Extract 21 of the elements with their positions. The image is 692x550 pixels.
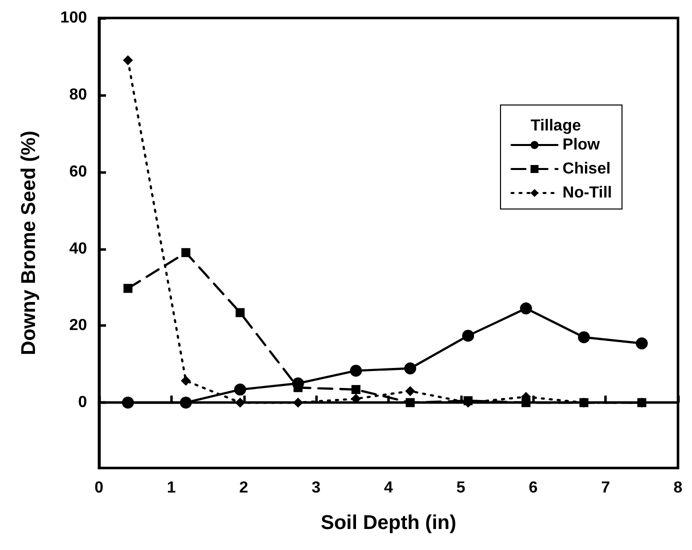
y-tick-label: 40 bbox=[69, 240, 88, 258]
x-tick-label: 2 bbox=[239, 480, 248, 496]
x-tick-label: 7 bbox=[601, 480, 610, 496]
y-tick-label: 100 bbox=[60, 10, 88, 26]
x-tick-label: 6 bbox=[528, 480, 538, 496]
legend-title: Tillage bbox=[530, 118, 582, 134]
x-tick-label: 1 bbox=[166, 480, 176, 496]
y-tick-label: 80 bbox=[69, 86, 88, 104]
x-tick-label: 8 bbox=[674, 480, 683, 496]
x-tick-label: 0 bbox=[94, 480, 104, 496]
y-tick-label: 20 bbox=[69, 317, 88, 334]
x-axis-title: Soil Depth (in) bbox=[320, 512, 456, 534]
x-tick-label: 5 bbox=[456, 480, 466, 496]
y-tick-label: 60 bbox=[69, 163, 88, 180]
legend-label: No-Till bbox=[562, 184, 612, 202]
y-tick-label: 0 bbox=[78, 394, 88, 412]
legend-label: Plow bbox=[562, 136, 600, 154]
x-tick-label: 4 bbox=[384, 480, 394, 496]
y-axis-title: Downy Brome Seed (%) bbox=[18, 130, 40, 356]
legend-label: Chisel bbox=[562, 160, 611, 178]
x-tick-label: 3 bbox=[312, 480, 321, 496]
